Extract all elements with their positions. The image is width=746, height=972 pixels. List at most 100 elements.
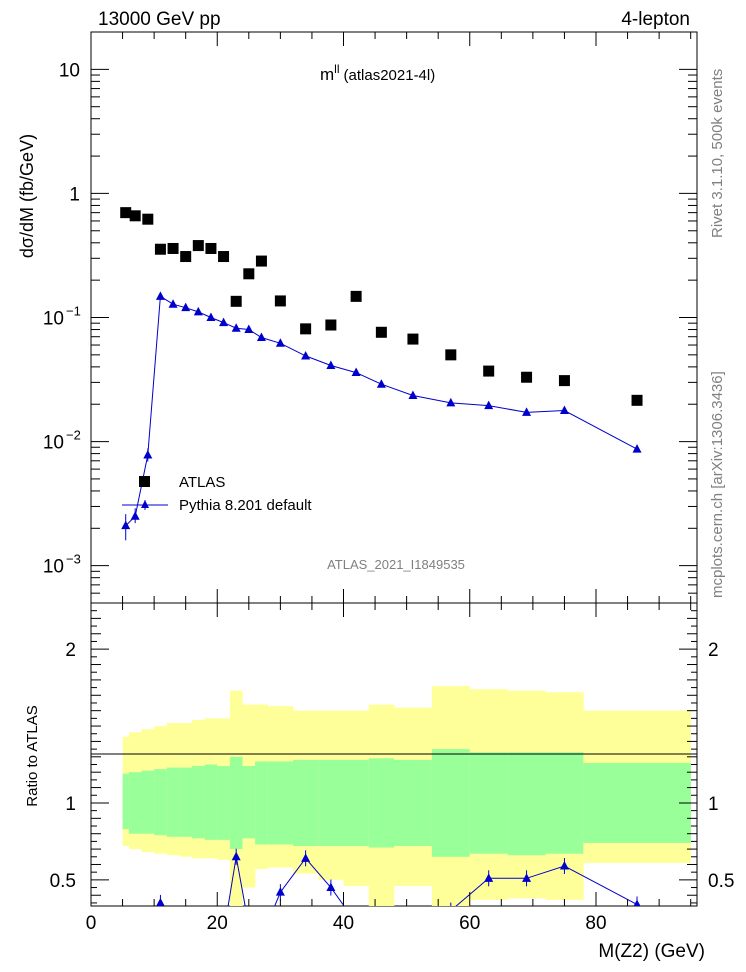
data-marker xyxy=(631,394,643,406)
mc-marker xyxy=(522,407,532,416)
ratio-inner-band xyxy=(394,759,433,847)
ratio-inner-band xyxy=(229,756,243,850)
x-axis-title: M(Z2) (GeV) xyxy=(598,941,705,962)
data-marker xyxy=(375,326,387,338)
ratio-inner-band xyxy=(217,766,231,840)
ratio-inner-band xyxy=(166,767,180,837)
ratio-uncertainty-bands xyxy=(122,686,691,906)
legend-mc-label: Pythia 8.201 default xyxy=(179,497,312,514)
data-marker xyxy=(205,242,217,254)
data-marker xyxy=(167,242,179,254)
ratio-inner-band xyxy=(128,772,142,834)
ratio-inner-band xyxy=(507,752,546,856)
x-tick-labels: 0 20 40 60 80 xyxy=(86,913,607,934)
data-marker xyxy=(180,251,192,263)
ratio-inner-band xyxy=(343,759,370,847)
plot-title-main: m xyxy=(320,65,334,84)
mc-marker xyxy=(484,400,494,410)
main-y-tick-label: 10 xyxy=(43,433,64,454)
data-marker xyxy=(350,290,362,302)
mc-marker xyxy=(244,324,254,334)
data-marker xyxy=(129,210,141,222)
mc-marker xyxy=(193,306,203,316)
mc-marker xyxy=(219,317,229,327)
main-y-tick-exponent: −1 xyxy=(66,304,81,319)
legend: ATLAS Pythia 8.201 default xyxy=(122,474,312,514)
ratio-series xyxy=(156,848,641,906)
x-tick-label: 20 xyxy=(207,913,228,934)
data-marker xyxy=(521,371,533,383)
mc-marker xyxy=(301,350,311,360)
ratio-inner-band xyxy=(122,773,130,830)
ratio-y-tick-label-right: 1 xyxy=(708,794,719,815)
ratio-y-axis-title: Ratio to ATLAS xyxy=(24,705,41,806)
data-marker xyxy=(325,319,337,331)
data-marker xyxy=(445,349,457,361)
analysis-watermark: ATLAS_2021_I1849535 xyxy=(327,557,465,572)
mc-marker xyxy=(256,332,266,341)
ratio-y-tick-label-left: 2 xyxy=(65,640,76,661)
main-y-tick-label: 1 xyxy=(69,184,80,205)
main-y-axis-title: dσ/dM (fb/GeV) xyxy=(17,134,37,258)
data-marker xyxy=(120,207,132,219)
header-right: 4-lepton xyxy=(621,9,690,30)
legend-data-marker xyxy=(139,476,150,487)
x-tick-label: 40 xyxy=(333,913,354,934)
ratio-y-tick-label-right: 0.5 xyxy=(708,871,734,892)
ratio-inner-band xyxy=(154,769,168,836)
plot-title-tag: (atlas2021-4l) xyxy=(344,67,436,84)
ratio-inner-band xyxy=(179,767,193,837)
main-y-tick-label: 10 xyxy=(43,309,64,330)
mc-marker xyxy=(206,312,216,321)
ratio-inner-band xyxy=(431,749,471,857)
axis-ticks xyxy=(90,31,697,906)
ratio-inner-band xyxy=(267,761,294,845)
mc-marker xyxy=(446,397,456,407)
x-tick-label: 80 xyxy=(585,913,606,934)
data-marker xyxy=(192,240,204,252)
ratio-inner-band xyxy=(469,752,508,854)
ratio-marker xyxy=(450,905,452,906)
main-y-tick-label: 10 xyxy=(59,60,80,81)
ratio-inner-band xyxy=(583,762,691,843)
data-marker xyxy=(407,333,419,345)
ratio-line xyxy=(159,856,638,906)
ratio-inner-band xyxy=(368,758,395,848)
ratio-inner-band xyxy=(192,766,205,839)
data-marker xyxy=(558,375,570,387)
ratio-inner-band xyxy=(204,764,218,840)
x-tick-label: 60 xyxy=(459,913,480,934)
data-marker xyxy=(255,255,267,267)
data-marker xyxy=(142,213,154,225)
plot-title: mll (atlas2021-4l) xyxy=(320,62,435,84)
mc-marker xyxy=(376,379,386,388)
ratio-y-tick-labels: 0.5 0.5 1 1 2 2 xyxy=(50,640,735,892)
mc-marker xyxy=(408,390,418,400)
data-marker xyxy=(300,323,312,335)
ratio-inner-band xyxy=(255,761,269,845)
ratio-inner-band xyxy=(141,770,155,834)
mc-marker xyxy=(155,291,165,300)
ratio-inner-band xyxy=(242,766,256,839)
ratio-inner-band xyxy=(545,752,584,854)
legend-mc-marker xyxy=(141,500,149,508)
data-marker xyxy=(218,251,230,263)
header-left: 13000 GeV pp xyxy=(98,9,221,30)
rivet-version-label: Rivet 3.1.10, 500k events xyxy=(709,69,726,238)
legend-data-label: ATLAS xyxy=(179,474,225,491)
data-marker xyxy=(483,365,495,377)
mc-marker xyxy=(181,302,191,312)
ratio-inner-band xyxy=(318,759,344,847)
mc-marker xyxy=(168,299,178,308)
x-tick-label: 0 xyxy=(86,913,97,934)
mc-marker xyxy=(632,444,642,453)
ratio-y-tick-label-left: 0.5 xyxy=(50,871,76,892)
main-y-tick-exponent: −2 xyxy=(66,428,81,443)
data-marker xyxy=(154,243,166,255)
mcplots-label: mcplots.cern.ch [arXiv:1306.3436] xyxy=(709,371,726,598)
plot-title-superscript: ll xyxy=(334,62,339,76)
ratio-inner-band xyxy=(293,759,319,847)
ratio-y-tick-label-left: 1 xyxy=(65,794,76,815)
